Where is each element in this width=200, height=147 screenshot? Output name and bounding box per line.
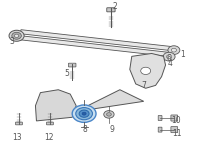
Text: 1: 1 [180, 50, 185, 59]
Text: 9: 9 [109, 125, 114, 134]
Text: 10: 10 [172, 116, 181, 125]
Circle shape [14, 34, 19, 37]
FancyBboxPatch shape [16, 122, 22, 125]
FancyBboxPatch shape [47, 122, 53, 125]
Text: 4: 4 [168, 59, 173, 68]
FancyBboxPatch shape [107, 8, 115, 12]
Circle shape [9, 30, 24, 41]
Text: 5: 5 [65, 69, 70, 78]
Polygon shape [20, 36, 174, 57]
FancyBboxPatch shape [158, 116, 162, 121]
Circle shape [12, 32, 21, 39]
FancyBboxPatch shape [171, 115, 178, 121]
Circle shape [72, 105, 96, 122]
Circle shape [163, 52, 175, 61]
Polygon shape [20, 30, 174, 51]
Circle shape [107, 113, 111, 116]
Text: 8: 8 [83, 125, 87, 134]
FancyBboxPatch shape [68, 63, 76, 67]
Text: 12: 12 [45, 133, 54, 142]
Polygon shape [76, 90, 144, 111]
Circle shape [104, 111, 114, 118]
Circle shape [171, 48, 176, 52]
Text: 2: 2 [113, 2, 117, 11]
Circle shape [168, 46, 180, 55]
Polygon shape [35, 90, 76, 121]
Circle shape [141, 67, 151, 75]
Circle shape [76, 108, 92, 120]
Text: 13: 13 [12, 133, 21, 142]
Circle shape [79, 110, 89, 117]
Polygon shape [130, 54, 166, 88]
Text: 6: 6 [166, 54, 171, 63]
Text: 7: 7 [141, 81, 146, 90]
FancyBboxPatch shape [158, 127, 162, 132]
Circle shape [167, 55, 172, 59]
Circle shape [82, 112, 86, 115]
FancyBboxPatch shape [171, 127, 178, 133]
Text: 3: 3 [9, 37, 14, 46]
Text: 11: 11 [172, 129, 181, 138]
